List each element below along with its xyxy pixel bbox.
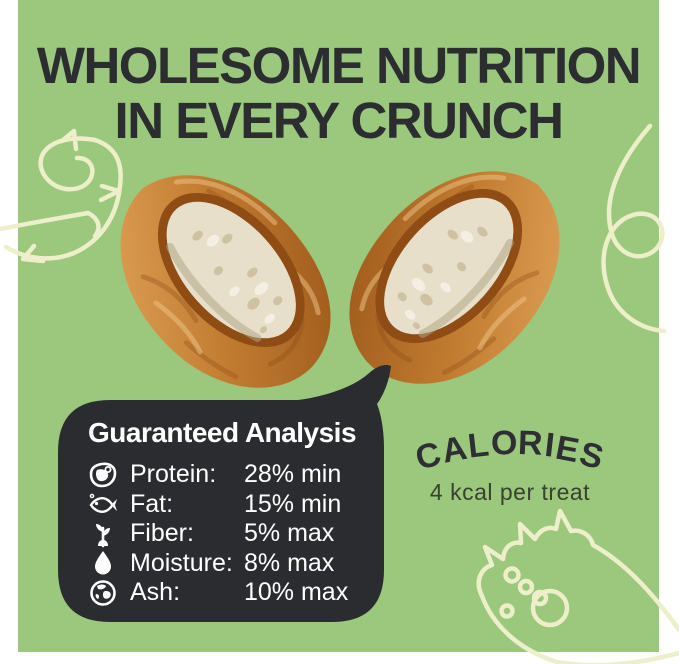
row-label: Protein: (130, 460, 217, 489)
plant-icon (96, 523, 110, 548)
calories-block: CALORIES 4 kcal per treat (400, 424, 620, 506)
analysis-row-moisture: Moisture: 8% max (88, 549, 384, 579)
analysis-row-fat: Fat: 15% min (88, 490, 384, 520)
analysis-row-ash: Ash: 10% max (88, 578, 384, 608)
row-value: 8% max (244, 548, 335, 577)
row-label: Fat: (130, 489, 174, 518)
calories-subtext: 4 kcal per treat (429, 479, 591, 505)
row-label: Moisture: (130, 548, 233, 577)
headline: WHOLESOME NUTRITION IN EVERY CRUNCH (18, 38, 659, 148)
headline-line-2: IN EVERY CRUNCH (114, 92, 564, 149)
speech-bubble (58, 364, 391, 622)
guaranteed-analysis: Guaranteed Analysis Protein: 28% min Fat… (58, 400, 384, 622)
analysis-heading: Guaranteed Analysis (88, 417, 357, 448)
row-value: 28% min (244, 460, 342, 489)
row-value: 10% max (244, 578, 349, 607)
droplet-icon (95, 551, 111, 575)
row-label: Fiber: (130, 519, 194, 548)
calories-heading: CALORIES (411, 423, 609, 478)
row-value: 5% max (244, 519, 335, 548)
fish-icon (89, 493, 117, 514)
analysis-row-protein: Protein: 28% min (88, 460, 384, 490)
globe-icon (90, 579, 116, 606)
speech-bubble-shape (58, 364, 391, 622)
steak-icon (89, 462, 117, 488)
analysis-row-fiber: Fiber: 5% max (88, 519, 384, 549)
headline-line-1: WHOLESOME NUTRITION (36, 37, 642, 94)
row-label: Ash: (130, 578, 181, 607)
row-value: 15% min (244, 489, 342, 518)
